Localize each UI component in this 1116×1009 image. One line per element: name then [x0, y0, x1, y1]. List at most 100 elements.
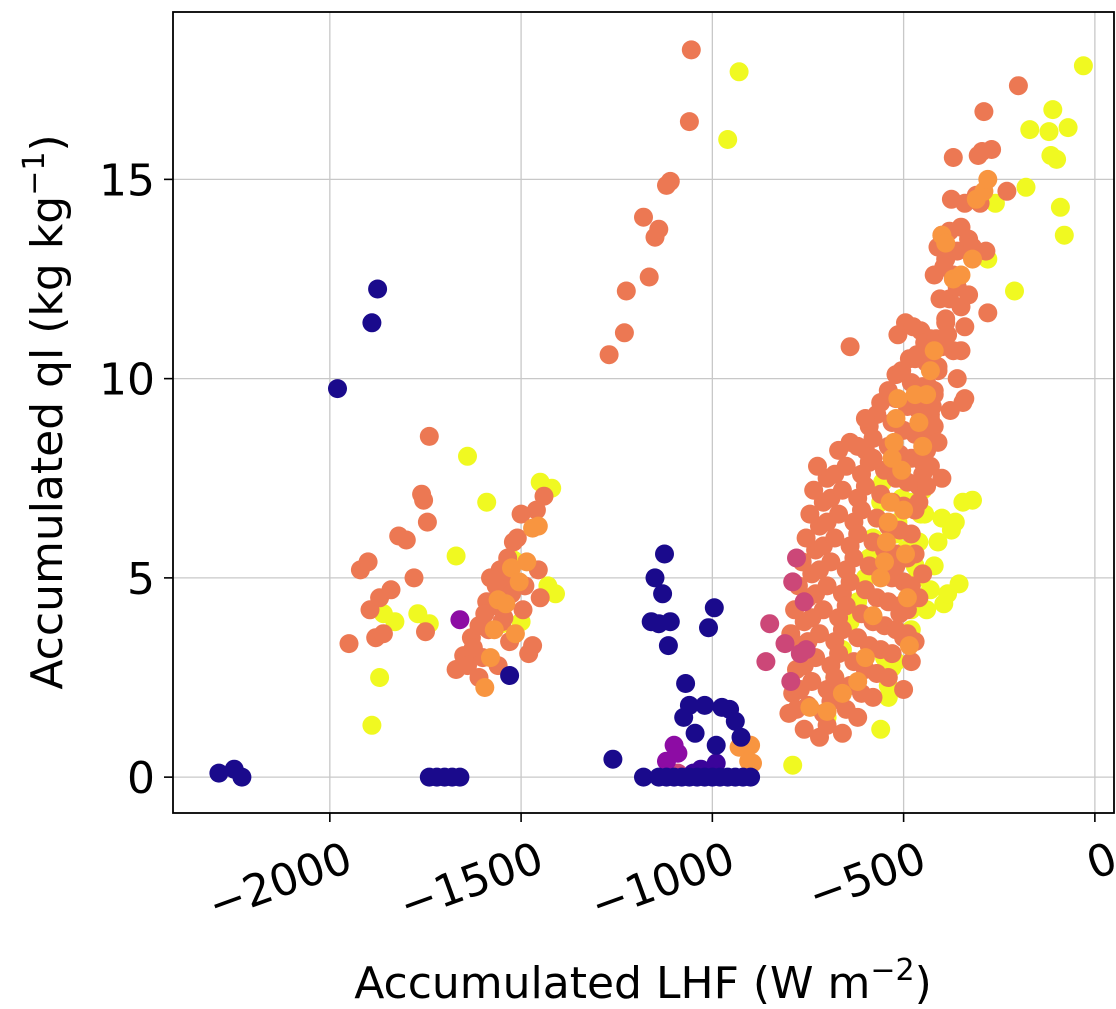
- data-point: [783, 755, 803, 775]
- data-point: [1005, 281, 1024, 301]
- data-point: [370, 668, 390, 687]
- data-point: [450, 767, 470, 787]
- data-point: [599, 345, 619, 365]
- data-point: [945, 512, 965, 532]
- data-point: [871, 568, 891, 588]
- data-point: [699, 618, 718, 638]
- data-point: [368, 279, 388, 299]
- data-point: [901, 524, 921, 544]
- data-point: [913, 564, 933, 584]
- data-point: [884, 432, 904, 452]
- data-point: [484, 570, 504, 590]
- data-point: [1016, 177, 1036, 197]
- data-point: [668, 743, 688, 763]
- data-point: [878, 668, 898, 687]
- data-point: [381, 580, 401, 600]
- data-point: [496, 594, 516, 614]
- data-point: [897, 588, 917, 608]
- data-point: [817, 576, 837, 596]
- data-point: [362, 715, 382, 735]
- plot-frame: [172, 11, 1115, 814]
- data-point: [477, 492, 497, 512]
- data-point: [920, 361, 940, 381]
- data-points: [209, 40, 1093, 787]
- data-point: [943, 148, 963, 167]
- data-point: [1058, 118, 1078, 138]
- y-tick-label: 15: [99, 155, 155, 206]
- data-point: [829, 504, 849, 524]
- data-point: [481, 648, 500, 668]
- data-point: [890, 604, 910, 624]
- data-point: [896, 544, 915, 564]
- data-point: [634, 207, 653, 227]
- data-point: [649, 219, 669, 239]
- data-point: [899, 636, 919, 656]
- data-point: [810, 624, 829, 644]
- data-point: [840, 572, 860, 592]
- data-point: [1008, 76, 1028, 96]
- data-point: [832, 620, 852, 640]
- data-point: [848, 707, 868, 727]
- data-point: [362, 313, 382, 333]
- data-point: [507, 528, 527, 548]
- data-point: [985, 193, 1005, 213]
- data-point: [832, 683, 852, 703]
- data-point: [450, 610, 470, 630]
- data-point: [658, 636, 678, 656]
- data-point: [949, 574, 969, 594]
- data-point: [775, 634, 795, 654]
- data-point: [475, 604, 495, 624]
- data-point: [917, 385, 937, 405]
- data-point: [416, 622, 435, 642]
- y-axis-title: Accumulated ql (kg kg−1): [17, 134, 73, 689]
- data-point: [855, 409, 875, 428]
- data-point: [517, 552, 537, 572]
- data-point: [1043, 100, 1063, 120]
- grid: [173, 12, 1114, 813]
- data-point: [997, 181, 1017, 201]
- data-point: [706, 735, 726, 755]
- data-point: [800, 697, 820, 717]
- data-point: [978, 303, 998, 323]
- data-point: [339, 634, 359, 654]
- data-point: [475, 678, 495, 697]
- data-point: [886, 409, 906, 428]
- data-point: [863, 687, 883, 707]
- x-tick-label: −2000: [201, 833, 358, 932]
- data-point: [396, 530, 416, 550]
- data-point: [679, 112, 699, 132]
- data-point: [718, 130, 738, 149]
- data-point: [894, 500, 914, 520]
- data-point: [1020, 120, 1040, 140]
- data-point: [878, 512, 898, 532]
- data-point: [685, 723, 705, 743]
- data-point: [1039, 122, 1059, 142]
- data-point: [825, 668, 845, 687]
- data-point: [802, 672, 822, 691]
- data-point: [982, 140, 1002, 159]
- data-point: [825, 528, 845, 548]
- data-point: [955, 317, 975, 337]
- data-point: [704, 598, 724, 618]
- data-point: [924, 341, 944, 361]
- data-point: [523, 636, 543, 656]
- data-point: [502, 558, 521, 578]
- data-point: [729, 62, 749, 82]
- data-point: [863, 428, 883, 448]
- data-point: [446, 546, 466, 566]
- data-point: [1073, 56, 1093, 76]
- data-point: [328, 379, 347, 399]
- data-point: [808, 456, 827, 476]
- data-point: [928, 532, 948, 552]
- data-point: [756, 652, 776, 672]
- data-point: [500, 666, 520, 685]
- data-point: [417, 512, 437, 532]
- data-point: [511, 504, 531, 524]
- data-point: [913, 436, 933, 456]
- data-point: [817, 715, 837, 735]
- data-point: [796, 640, 816, 660]
- data-point: [863, 448, 883, 468]
- data-point: [863, 606, 883, 626]
- data-point: [855, 476, 875, 496]
